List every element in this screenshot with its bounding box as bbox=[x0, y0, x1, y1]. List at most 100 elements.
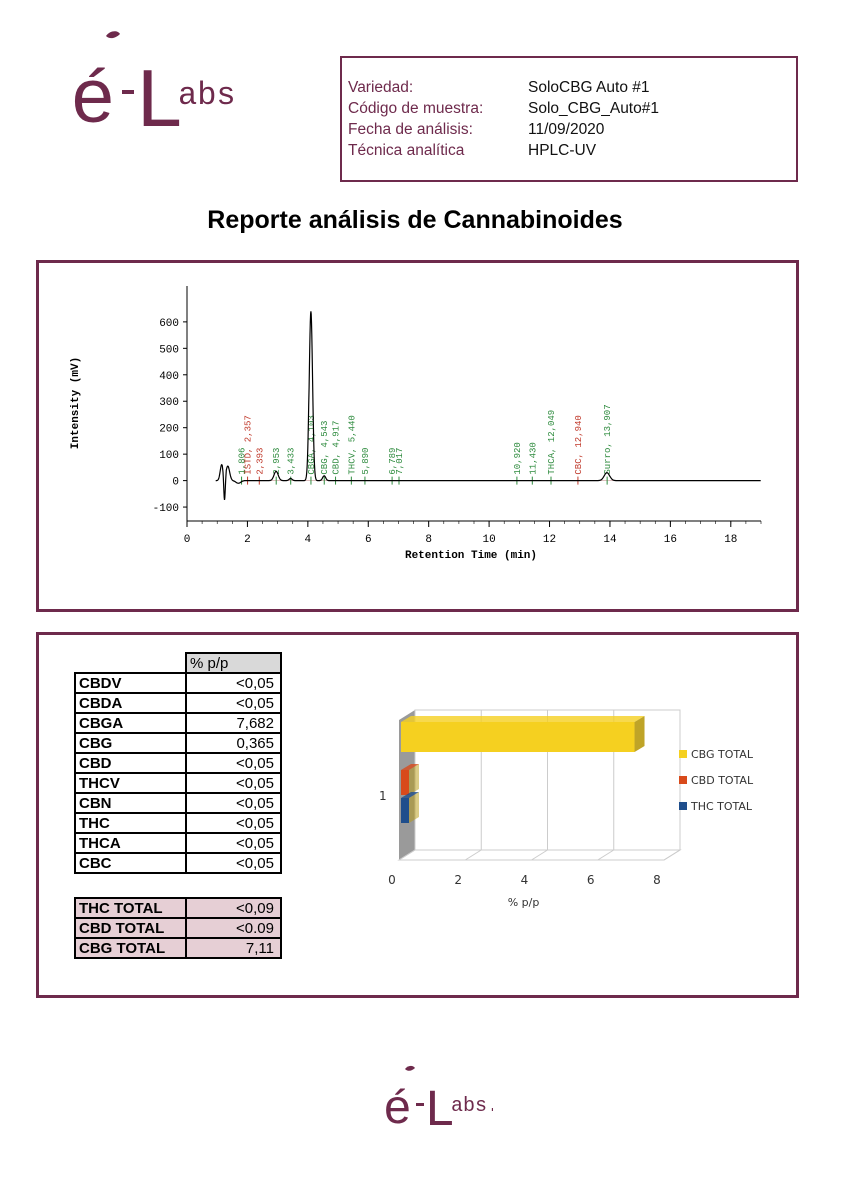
report-title: Reporte análisis de Cannabinoides bbox=[207, 206, 623, 234]
total-name: CBG TOTAL bbox=[74, 937, 187, 959]
compound-value: <0,05 bbox=[185, 772, 282, 794]
svg-text:abs.: abs. bbox=[451, 1095, 493, 1118]
y-tick-label: 600 bbox=[159, 318, 179, 330]
peak-label: ISTD, 2,357 bbox=[244, 415, 254, 474]
total-value: 7,11 bbox=[185, 937, 282, 959]
chromatogram-trace bbox=[215, 311, 761, 500]
brand-logo-bottom: é L abs. bbox=[383, 1065, 493, 1135]
results-table: % p/p CBDV <0,05 CBDA <0,05 CBGA 7,682 CBG 0,36… bbox=[74, 652, 282, 874]
table-row: CBDA <0,05 bbox=[74, 692, 282, 714]
analysis-date-value: 11/09/2020 bbox=[528, 121, 605, 138]
table-row: CBG 0,365 bbox=[74, 732, 282, 754]
peak-label: 10,920 bbox=[513, 442, 523, 474]
compound-name: CBD bbox=[74, 752, 187, 774]
y-tick-label: 500 bbox=[159, 344, 179, 356]
compound-name: CBDA bbox=[74, 692, 187, 714]
x-tick-label: 6 bbox=[365, 534, 372, 546]
compound-value: <0,05 bbox=[185, 812, 282, 834]
peak-label: 5,890 bbox=[361, 448, 371, 475]
total-row: CBG TOTAL 7,11 bbox=[74, 937, 282, 959]
table-row: CBD <0,05 bbox=[74, 752, 282, 774]
x-tick-label: 12 bbox=[543, 534, 556, 546]
table-row: CBN <0,05 bbox=[74, 792, 282, 814]
compound-value: <0,05 bbox=[185, 692, 282, 714]
peak-label: CBGA, 4,103 bbox=[307, 415, 317, 474]
table-header-row: % p/p bbox=[75, 652, 282, 674]
compound-value: <0,05 bbox=[185, 852, 282, 874]
analysis-date-label: Fecha de análisis: bbox=[348, 121, 473, 138]
compound-name: CBN bbox=[74, 792, 187, 814]
peak-label: 7,017 bbox=[395, 448, 405, 475]
total-row: CBD TOTAL <0.09 bbox=[74, 917, 282, 939]
table-row: CBDV <0,05 bbox=[74, 672, 282, 694]
legend-swatch bbox=[679, 750, 687, 758]
compound-value: <0,05 bbox=[185, 672, 282, 694]
x-tick-label: 8 bbox=[653, 873, 661, 887]
x-tick-label: 4 bbox=[521, 873, 529, 887]
svg-text:L: L bbox=[424, 1082, 455, 1135]
legend-label: CBD TOTAL bbox=[691, 774, 754, 787]
x-tick-label: 18 bbox=[724, 534, 737, 546]
chromatogram-chart: -100 0 100 200 300 400 500 600 0 2 4 6 8 10 12 14 16 18 1… bbox=[70, 286, 762, 562]
x-tick-label: 14 bbox=[603, 534, 617, 546]
variety-value: SoloCBG Auto #1 bbox=[528, 79, 650, 96]
table-row: CBC <0,05 bbox=[74, 852, 282, 874]
table-header-unit: % p/p bbox=[185, 652, 282, 674]
peak-label: CBD, 4,917 bbox=[332, 421, 342, 475]
table-row: THCV <0,05 bbox=[74, 772, 282, 794]
bar-x-axis-label: % p/p bbox=[508, 896, 540, 909]
y-tick-label: -100 bbox=[153, 503, 179, 515]
svg-text:é: é bbox=[383, 1084, 412, 1135]
total-value: <0.09 bbox=[185, 917, 282, 939]
table-row: THC <0,05 bbox=[74, 812, 282, 834]
x-tick-label: 4 bbox=[305, 534, 312, 546]
grid-line-floor bbox=[597, 849, 615, 861]
x-tick-label: 16 bbox=[664, 534, 677, 546]
peak-label: THCA, 12,049 bbox=[547, 410, 557, 475]
brand-logo-top: é L abs. bbox=[70, 28, 240, 138]
x-tick-label: 10 bbox=[483, 534, 496, 546]
legend-label: THC TOTAL bbox=[690, 800, 753, 813]
sample-code-label: Código de muestra: bbox=[348, 100, 484, 117]
total-row: THC TOTAL <0,09 bbox=[74, 897, 282, 919]
legend-label: CBG TOTAL bbox=[691, 748, 754, 761]
compound-name: CBG bbox=[74, 732, 187, 754]
compound-value: 7,682 bbox=[185, 712, 282, 734]
y-tick-label: 200 bbox=[159, 424, 179, 436]
legend-swatch bbox=[679, 802, 687, 810]
legend-swatch bbox=[679, 776, 687, 784]
peak-label: Surro, 13,907 bbox=[603, 404, 613, 474]
total-name: CBD TOTAL bbox=[74, 917, 187, 939]
bar-end-face bbox=[409, 764, 419, 795]
grid-line-floor bbox=[663, 849, 681, 861]
x-tick-label: 2 bbox=[244, 534, 251, 546]
sample-code-value: Solo_CBG_Auto#1 bbox=[528, 100, 659, 117]
y-tick-label: 100 bbox=[159, 450, 179, 462]
bar-end-face bbox=[634, 716, 645, 752]
bar bbox=[401, 770, 409, 795]
bar-top-face bbox=[401, 792, 419, 798]
grid-line-floor bbox=[398, 849, 416, 861]
x-tick-label: 6 bbox=[587, 873, 595, 887]
bar bbox=[401, 722, 635, 752]
total-name: THC TOTAL bbox=[74, 897, 187, 919]
compound-name: THCA bbox=[74, 832, 187, 854]
y-axis-label: Intensity (mV) bbox=[70, 357, 82, 449]
y-tick-label: 0 bbox=[172, 477, 179, 489]
compound-value: <0,05 bbox=[185, 832, 282, 854]
technique-label: Técnica analítica bbox=[348, 142, 465, 159]
table-row: CBGA 7,682 bbox=[74, 712, 282, 734]
peak-label: 3,433 bbox=[287, 448, 297, 475]
svg-text:L: L bbox=[134, 57, 184, 138]
peak-label: CBG, 4,543 bbox=[320, 421, 330, 475]
compound-name: THC bbox=[74, 812, 187, 834]
category-label: 1 bbox=[379, 789, 387, 803]
peak-label: CBC, 12,940 bbox=[574, 415, 584, 474]
table-row: THCA <0,05 bbox=[74, 832, 282, 854]
bar-end-face bbox=[409, 792, 419, 823]
x-axis-label: Retention Time (min) bbox=[405, 550, 537, 562]
totals-bar-chart: 0 2 4 6 8 % p/p 1 CBG TOTAL CBD TOTAL THC TOTAL bbox=[379, 709, 754, 909]
peak-label: 6,789 bbox=[388, 448, 398, 475]
x-tick-label: 0 bbox=[184, 534, 191, 546]
compound-name: CBC bbox=[74, 852, 187, 874]
